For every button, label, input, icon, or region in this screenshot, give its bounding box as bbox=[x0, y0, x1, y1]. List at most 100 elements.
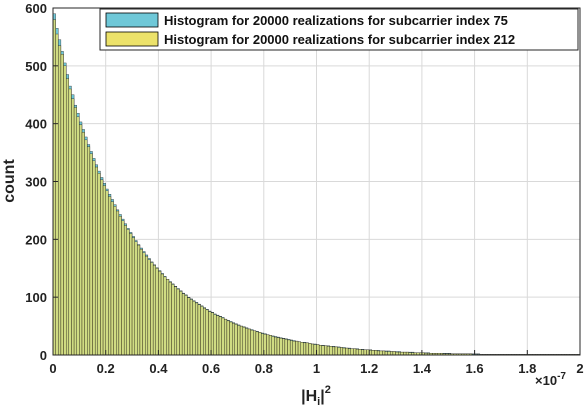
x-axis-ticks: 0 0.2 0.4 0.6 0.8 1 1.2 1.4 1.6 1.8 2 bbox=[49, 350, 584, 376]
histogram-bar bbox=[224, 318, 228, 356]
histogram-bar bbox=[168, 281, 172, 356]
histogram-bar bbox=[324, 345, 328, 356]
histogram-bar bbox=[289, 340, 293, 356]
histogram-bar bbox=[113, 206, 117, 356]
histogram-bar bbox=[84, 139, 88, 356]
y-tick-label: 600 bbox=[25, 1, 47, 16]
histogram-bar bbox=[65, 78, 69, 356]
histogram-bar bbox=[284, 339, 288, 356]
histogram-bar bbox=[137, 244, 141, 356]
histogram-bar bbox=[55, 33, 59, 356]
legend: Histogram for 20000 realizations for sub… bbox=[99, 8, 579, 51]
histogram-bar bbox=[253, 330, 257, 356]
histogram-bar bbox=[58, 45, 62, 356]
histogram-bar bbox=[184, 295, 188, 356]
histogram-bar bbox=[274, 336, 278, 356]
histogram-bar bbox=[382, 350, 386, 356]
histogram-bar bbox=[145, 255, 149, 356]
histogram-bar bbox=[171, 284, 175, 356]
x-axis-exponent: ×10-7 bbox=[535, 371, 566, 388]
histogram-bar bbox=[87, 146, 91, 356]
histogram-bar bbox=[108, 196, 112, 356]
histogram-bar bbox=[295, 340, 299, 356]
histogram-bar bbox=[187, 297, 191, 356]
histogram-bar bbox=[121, 220, 125, 356]
histogram-bar bbox=[361, 349, 365, 356]
histogram-bar bbox=[208, 311, 212, 356]
histogram-bar bbox=[221, 317, 225, 356]
x-axis-label: |Hi|2 bbox=[301, 384, 331, 408]
histogram-bar bbox=[160, 273, 164, 356]
histogram-bar bbox=[142, 252, 146, 356]
histogram-bar bbox=[332, 346, 336, 356]
legend-entry-75: Histogram for 20000 realizations for sub… bbox=[164, 13, 508, 28]
histogram-bar bbox=[387, 351, 391, 356]
histogram-bar bbox=[155, 268, 159, 356]
histogram-bar bbox=[326, 346, 330, 356]
histogram-bar bbox=[158, 270, 162, 356]
histogram-bar bbox=[287, 339, 291, 356]
histogram-bar bbox=[116, 210, 120, 356]
histogram-bar bbox=[232, 323, 235, 356]
histogram-bar bbox=[89, 153, 93, 356]
legend-entry-212: Histogram for 20000 realizations for sub… bbox=[164, 32, 515, 47]
histogram-bar bbox=[340, 347, 344, 356]
histogram-bar bbox=[203, 307, 207, 356]
y-tick-label: 0 bbox=[40, 348, 47, 363]
histogram-bar bbox=[97, 173, 101, 356]
histogram-bar bbox=[279, 338, 283, 356]
histogram-bars bbox=[52, 13, 581, 356]
histogram-bar bbox=[379, 350, 383, 356]
histogram-bar bbox=[200, 306, 204, 356]
histogram-bar bbox=[376, 350, 380, 356]
histogram-bar bbox=[210, 312, 214, 356]
histogram-bar bbox=[250, 329, 254, 356]
histogram-bar bbox=[163, 276, 167, 356]
histogram-bar bbox=[105, 190, 109, 356]
legend-swatch-212 bbox=[105, 31, 159, 47]
histogram-bar bbox=[100, 179, 104, 356]
histogram-bar bbox=[129, 233, 133, 356]
histogram-bar bbox=[131, 237, 135, 356]
histogram-bar bbox=[226, 320, 230, 356]
histogram-bar bbox=[358, 349, 362, 356]
histogram-bar bbox=[126, 229, 130, 356]
histogram-bar bbox=[371, 350, 375, 356]
histogram-bar bbox=[311, 343, 315, 356]
histogram-bar bbox=[345, 347, 349, 356]
x-tick-label: 0.6 bbox=[202, 361, 220, 376]
histogram-bar bbox=[73, 107, 77, 356]
histogram-bar bbox=[192, 301, 196, 356]
histogram-bar bbox=[213, 314, 217, 356]
histogram-bar bbox=[363, 349, 367, 356]
histogram-bar bbox=[234, 324, 238, 356]
histogram-bar bbox=[218, 316, 222, 356]
y-axis-ticks: 0 100 200 300 400 500 600 bbox=[25, 1, 58, 363]
histogram-bar bbox=[337, 347, 341, 356]
histogram-bar bbox=[329, 346, 333, 356]
histogram-bar bbox=[300, 342, 304, 356]
histogram-bar bbox=[63, 65, 67, 356]
histogram-bar bbox=[79, 124, 83, 356]
histogram-bar bbox=[353, 348, 357, 356]
histogram-bar bbox=[92, 160, 96, 356]
histogram-bar bbox=[71, 98, 75, 356]
histogram-bar bbox=[102, 185, 106, 356]
y-tick-label: 100 bbox=[25, 290, 47, 305]
histogram-bar bbox=[181, 293, 185, 356]
histogram-bar bbox=[334, 346, 338, 356]
histogram-bar bbox=[282, 338, 286, 356]
x-tick-label: 0 bbox=[49, 361, 56, 376]
histogram-bar bbox=[123, 225, 127, 356]
y-tick-label: 400 bbox=[25, 117, 47, 132]
histogram-bar bbox=[118, 216, 122, 356]
histogram-bar bbox=[152, 265, 156, 356]
x-tick-label: 1.2 bbox=[360, 361, 378, 376]
histogram-bar bbox=[350, 348, 354, 356]
histogram-bar bbox=[355, 349, 359, 356]
histogram-bar bbox=[176, 288, 180, 356]
histogram-bar bbox=[308, 343, 312, 356]
y-tick-label: 200 bbox=[25, 232, 47, 247]
histogram-bar bbox=[195, 302, 199, 356]
